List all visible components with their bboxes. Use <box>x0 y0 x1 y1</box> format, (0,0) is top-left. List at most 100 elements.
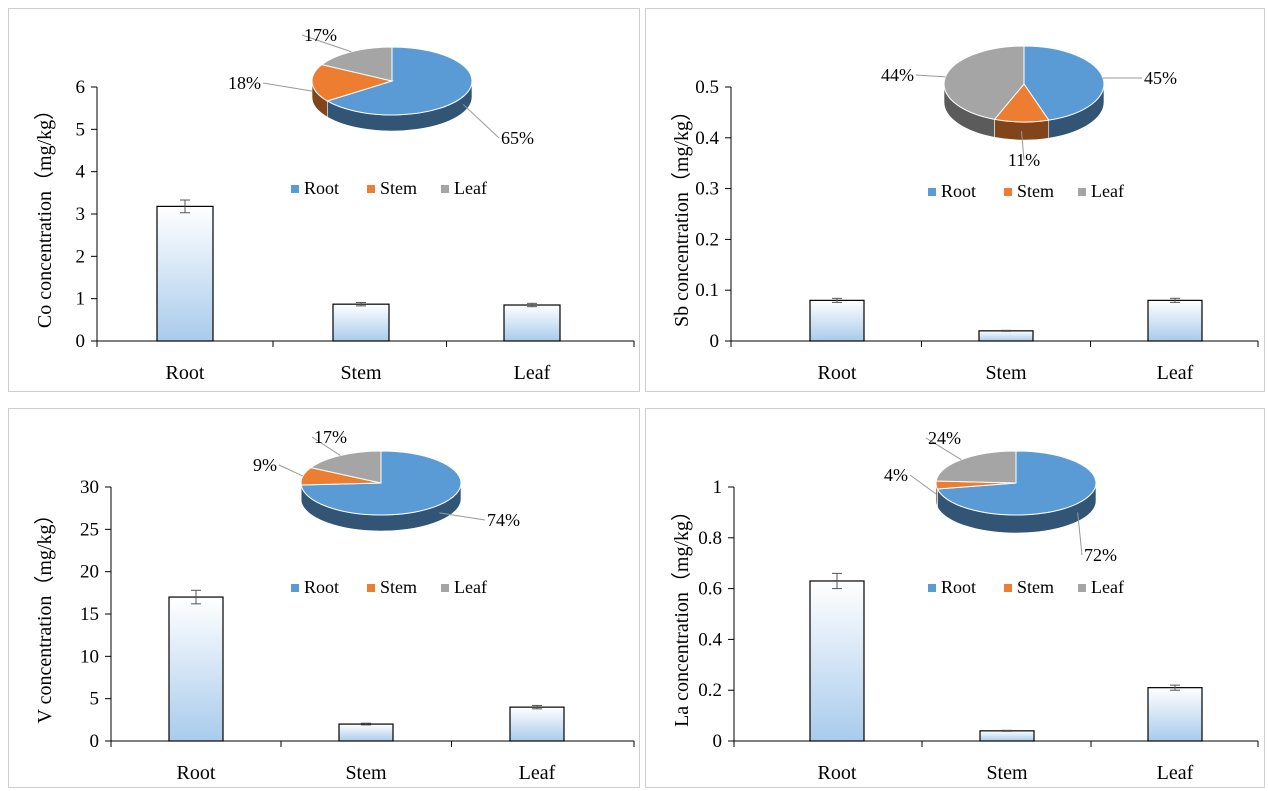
bar-root <box>156 205 214 342</box>
pie-leader-line <box>1077 512 1083 556</box>
category-label: Stem <box>345 762 387 784</box>
pie-leader-line <box>311 436 341 456</box>
bar-leaf <box>1147 687 1203 742</box>
y-tick-label: 5 <box>90 689 100 710</box>
y-tick-label: 0 <box>76 331 86 352</box>
pie-slice-stem <box>311 64 394 102</box>
bar-stem <box>979 730 1035 742</box>
legend-label-leaf: Leaf <box>454 178 487 198</box>
y-tick-label: 0 <box>90 731 100 752</box>
y-tick-label: 0 <box>710 331 720 352</box>
y-tick-label: 15 <box>80 604 99 625</box>
pie-leader-line <box>278 464 304 477</box>
chart-svg-co: 0 1 2 3 4 5 6 Co concentration（mg/kg） Root Stem Le… <box>33 25 635 384</box>
pie-leader-line <box>439 512 486 521</box>
pie-label-leaf: 17% <box>314 427 347 447</box>
pie-label-root: 65% <box>501 128 534 148</box>
y-axis-label: Co concentration（mg/kg） <box>33 100 56 328</box>
y-tick-label: 6 <box>76 77 86 98</box>
legend-swatch-leaf <box>1078 188 1086 196</box>
category-label: Root <box>166 362 205 384</box>
legend-label-stem: Stem <box>380 577 417 597</box>
legend-swatch-root <box>928 188 936 196</box>
legend-swatch-root <box>928 584 936 592</box>
legend-swatch-stem <box>1004 188 1012 196</box>
legend-label-root: Root <box>941 181 976 201</box>
chart-panel-sb: 0 0.1 0.2 0.3 0.4 0.5 Sb concentration（mg/kg） R… <box>645 8 1265 392</box>
pie-label-stem: 18% <box>228 73 261 93</box>
pie-label-root: 74% <box>487 510 520 530</box>
legend-label-root: Root <box>304 178 339 198</box>
y-tick-label: 5 <box>76 119 86 140</box>
chart-panel-v: 0 5 10 15 20 25 30 V concentration（mg/kg） Root St… <box>8 408 640 788</box>
y-tick-label: 20 <box>80 562 99 583</box>
y-tick-label: 30 <box>80 477 99 498</box>
bar-root <box>168 596 224 742</box>
chart-panel-la: 0 0.2 0.4 0.6 0.8 1 La concentration（mg/kg） Roo… <box>645 408 1265 788</box>
y-tick-label: 0.4 <box>698 629 722 650</box>
pie-leader-line <box>925 437 962 461</box>
legend-label-stem: Stem <box>1017 577 1054 597</box>
legend-label-stem: Stem <box>1017 181 1054 201</box>
y-tick-label: 0.8 <box>698 528 722 549</box>
pie-leader-line <box>301 34 352 53</box>
legend-swatch-leaf <box>441 185 449 193</box>
legend-swatch-root <box>291 584 299 592</box>
bar-root <box>809 580 865 742</box>
y-tick-label: 0.5 <box>695 77 719 98</box>
category-label: Stem <box>340 362 382 384</box>
y-tick-label: 0.6 <box>698 579 722 600</box>
y-tick-label: 1 <box>713 477 723 498</box>
legend-swatch-stem <box>367 185 375 193</box>
y-tick-label: 0.2 <box>695 229 719 250</box>
category-label: Root <box>818 362 857 384</box>
category-label: Leaf <box>519 762 556 784</box>
y-tick-label: 0.3 <box>695 179 719 200</box>
chart-svg-v: 0 5 10 15 20 25 30 V concentration（mg/kg） Root St… <box>33 427 635 784</box>
bar-stem <box>338 723 394 742</box>
y-tick-label: 0.2 <box>698 680 722 701</box>
pie-label-root: 72% <box>1084 545 1117 565</box>
bar-stem <box>978 330 1034 342</box>
legend-label-leaf: Leaf <box>454 577 487 597</box>
pie-label-stem: 4% <box>884 465 908 485</box>
chart-svg-sb: 0 0.1 0.2 0.3 0.4 0.5Sb concentration（mg/kg） R… <box>670 45 1259 384</box>
legend-label-stem: Stem <box>380 178 417 198</box>
y-axis-label: La concentration（mg/kg） <box>670 501 693 727</box>
bar-leaf <box>509 706 565 742</box>
bar-root <box>809 299 865 342</box>
category-label: Leaf <box>1157 362 1194 384</box>
pie-leader-line <box>1020 130 1025 161</box>
y-tick-label: 25 <box>80 519 99 540</box>
pie-leader-line <box>915 74 946 78</box>
category-label: Stem <box>985 362 1027 384</box>
y-tick-label: 0 <box>713 731 723 752</box>
legend-swatch-stem <box>1004 584 1012 592</box>
y-tick-label: 10 <box>80 646 99 667</box>
y-tick-label: 3 <box>76 204 86 225</box>
category-label: Root <box>818 762 857 784</box>
y-axis-label: Sb concentration（mg/kg） <box>670 101 693 327</box>
bar-leaf <box>503 304 561 342</box>
legend-label-leaf: Leaf <box>1091 181 1124 201</box>
pie-leader-line <box>462 104 500 139</box>
y-tick-label: 2 <box>76 246 86 267</box>
bar-stem <box>332 303 390 342</box>
pie-slice-leaf <box>935 450 1017 484</box>
category-label: Root <box>177 762 216 784</box>
chart-panel-co: 0 1 2 3 4 5 6 Co concentration（mg/kg） Root Stem Le… <box>8 8 640 392</box>
y-tick-label: 0.4 <box>695 128 719 149</box>
category-label: Leaf <box>514 362 551 384</box>
legend-swatch-root <box>291 185 299 193</box>
chart-svg-la: 0 0.2 0.4 0.6 0.8 1 La concentration（mg/kg） Roo… <box>670 428 1259 784</box>
pie-label-leaf: 24% <box>928 428 961 448</box>
legend-label-leaf: Leaf <box>1091 577 1124 597</box>
y-tick-label: 1 <box>76 289 86 310</box>
pie-label-stem: 9% <box>253 455 277 475</box>
pie-label-leaf: 44% <box>881 65 914 85</box>
pie-slice-root <box>1023 45 1105 121</box>
category-label: Stem <box>986 762 1028 784</box>
legend-label-root: Root <box>304 577 339 597</box>
legend-swatch-stem <box>367 584 375 592</box>
y-axis-label: V concentration（mg/kg） <box>33 504 56 723</box>
